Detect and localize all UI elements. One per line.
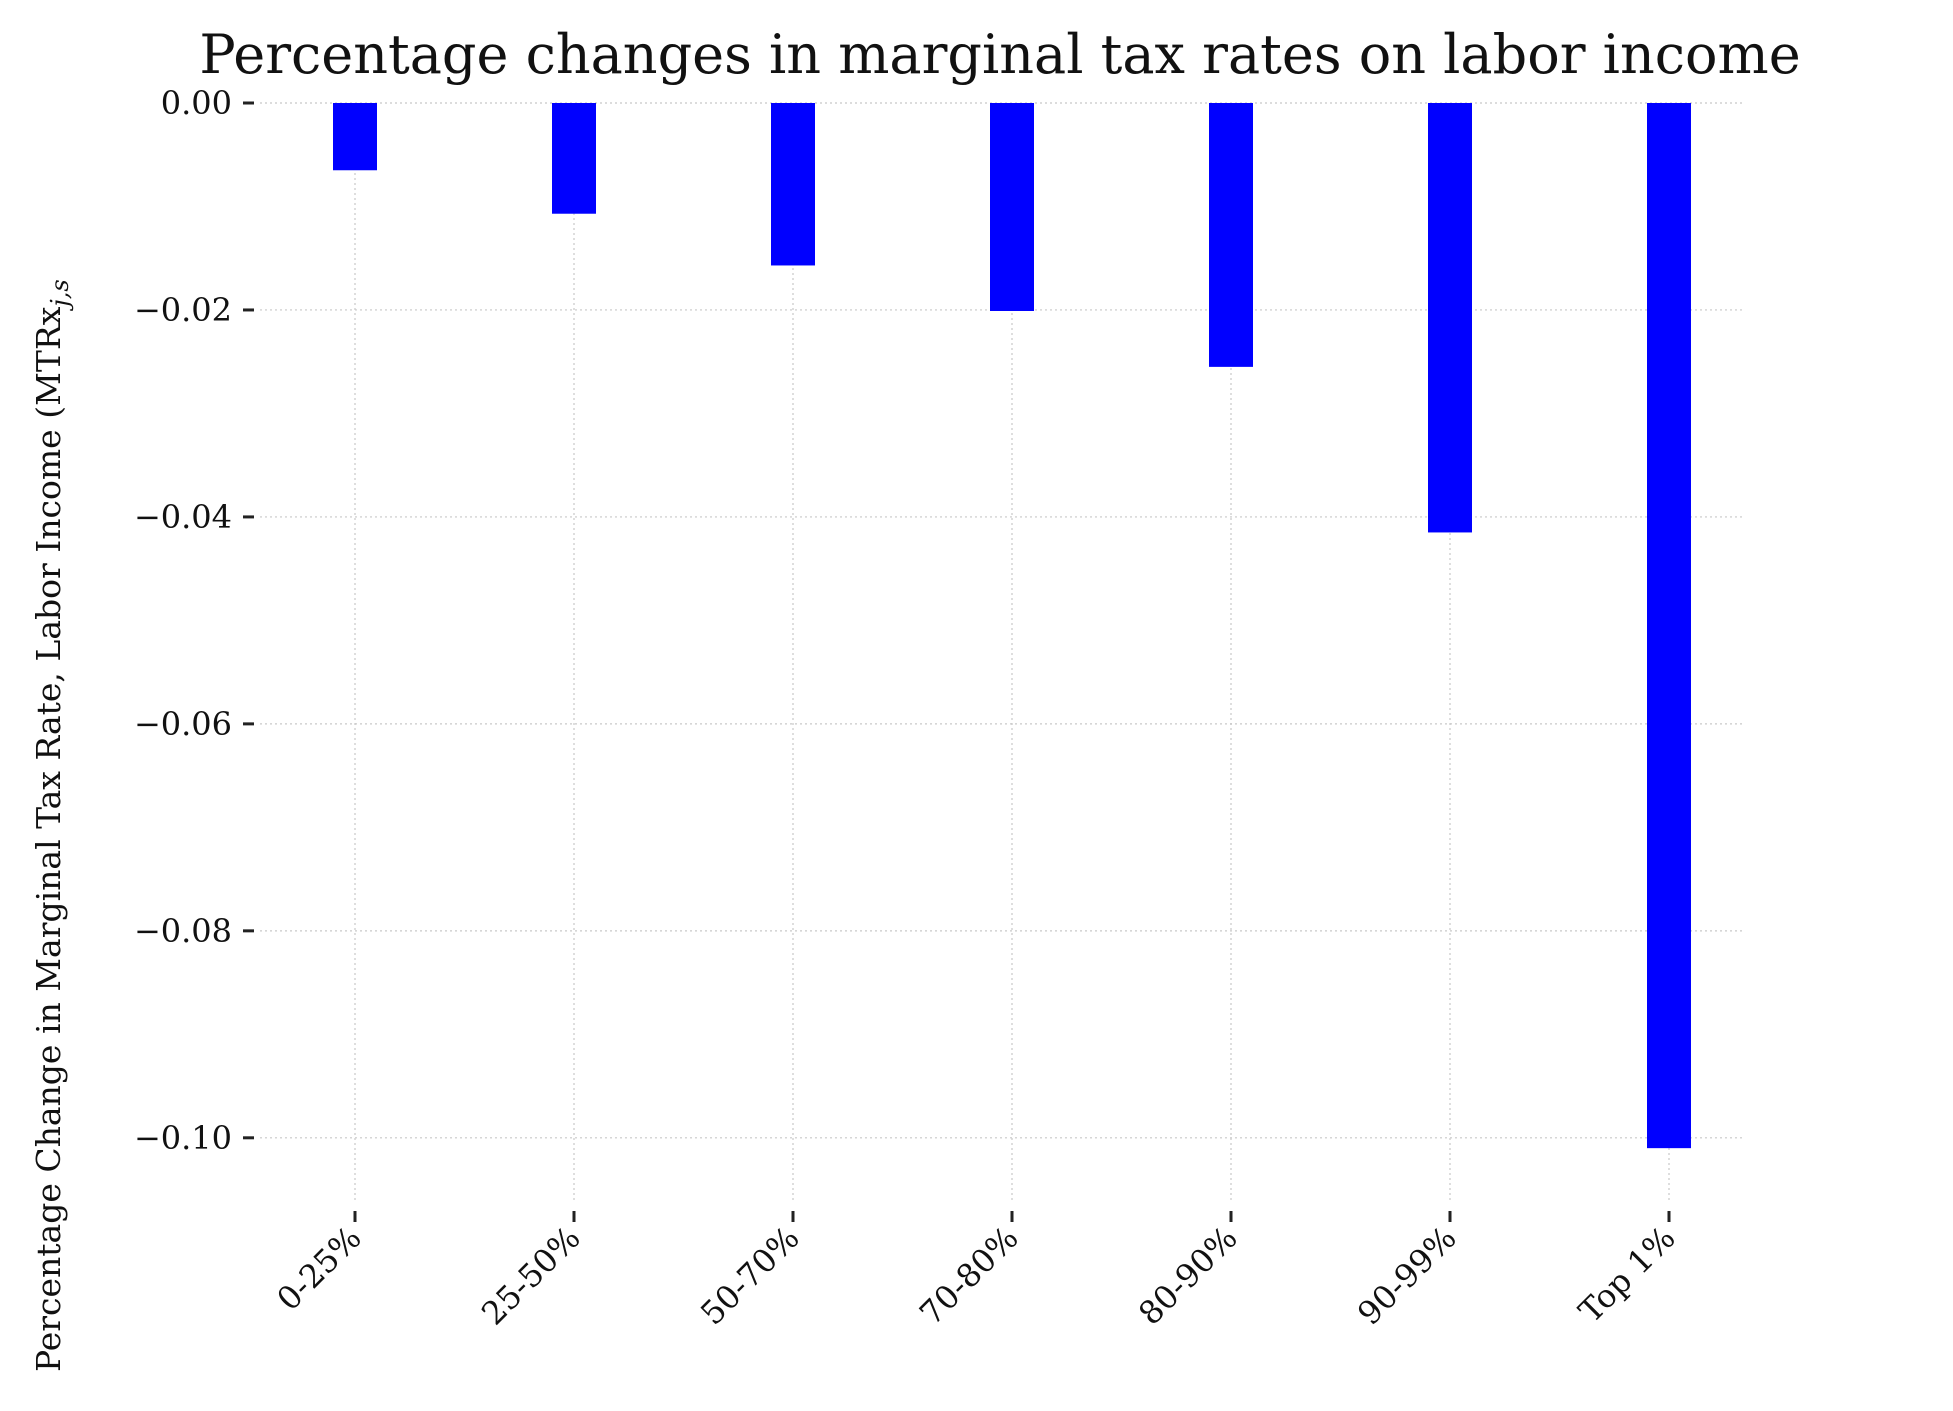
bar-80-90- (1209, 103, 1253, 367)
bar-70-80- (990, 103, 1034, 311)
y-tick-label-3: −0.06 (134, 705, 232, 743)
y-tick-label-4: −0.08 (134, 912, 232, 950)
x-tick-label-2: 50-70% (693, 1219, 807, 1333)
y-tick-label-0: 0.00 (161, 84, 232, 122)
y-tick-label-5: −0.10 (134, 1119, 232, 1157)
y-tick-label-2: −0.04 (134, 498, 232, 536)
x-tick-label-4: 80-90% (1131, 1219, 1245, 1333)
y-axis-title-main: Percentage Change in Marginal Tax Rate, … (29, 306, 68, 1372)
bar-0-25- (333, 103, 377, 171)
x-tick-label-6: Top 1% (1571, 1219, 1682, 1330)
y-tick-label-1: −0.02 (134, 291, 232, 329)
chart-title: Percentage changes in marginal tax rates… (199, 23, 1800, 86)
x-axis-ticks: 0-25% 25-50% 50-70% 70-80% 80-90% 90-99% Top 1… (269, 1211, 1683, 1333)
y-axis-ticks: 0.00 −0.02 −0.04 −0.06 −0.08 −0.10 (134, 84, 254, 1157)
bars (333, 103, 1691, 1149)
x-tick-label-3: 70-80% (912, 1219, 1026, 1333)
y-axis-title: Percentage Change in Marginal Tax Rate, … (29, 279, 74, 1372)
bar-90-99- (1428, 103, 1472, 533)
y-axis-title-subscript: j,s (46, 279, 74, 311)
bar-50-70- (771, 103, 815, 266)
bar-25-50- (552, 103, 596, 214)
x-tick-label-1: 25-50% (474, 1219, 588, 1333)
bar-top-1- (1647, 103, 1691, 1149)
x-tick-label-0: 0-25% (269, 1219, 368, 1318)
x-tick-label-5: 90-99% (1350, 1219, 1464, 1333)
